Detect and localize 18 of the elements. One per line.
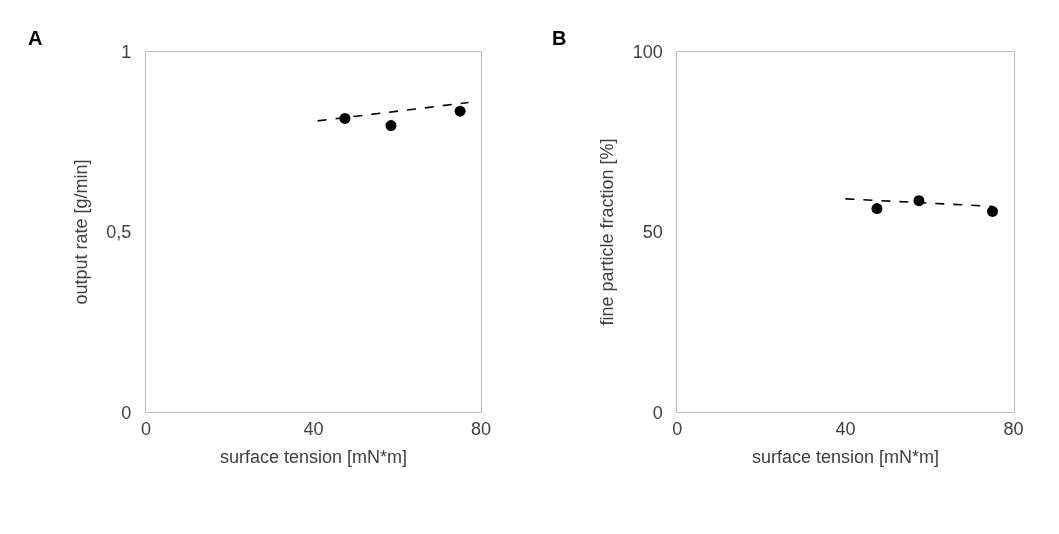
y-tick-label: 100 xyxy=(632,41,663,62)
y-tick-label: 0 xyxy=(652,402,663,423)
x-tick-label: 40 xyxy=(303,419,324,440)
y-tick-label: 0 xyxy=(121,402,132,423)
chart-title: A xyxy=(28,27,43,49)
x-axis-title: surface tension [mN*m] xyxy=(751,447,939,468)
y-tick-label: 1 xyxy=(121,41,132,62)
x-tick-label: 0 xyxy=(672,419,683,440)
x-axis-title: surface tension [mN*m] xyxy=(219,447,408,468)
x-tick-label: 80 xyxy=(1003,419,1024,440)
y-tick-label: 50 xyxy=(642,222,663,243)
y-tick-label: 0,5 xyxy=(106,222,132,243)
chart-title: B xyxy=(552,27,567,49)
x-tick-label: 80 xyxy=(471,419,492,440)
x-tick-label: 0 xyxy=(140,419,151,440)
x-tick-label: 40 xyxy=(835,419,856,440)
y-axis-title: output rate [g/min] xyxy=(70,159,91,305)
y-axis-title: fine particle fraction [%] xyxy=(596,138,617,326)
